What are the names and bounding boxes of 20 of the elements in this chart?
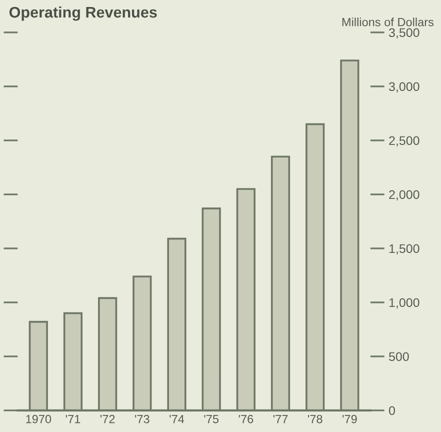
x-tick-label: '74	[170, 415, 184, 424]
y-tick-label: 1,500	[389, 244, 420, 255]
x-tick-label: 1970	[26, 414, 52, 424]
y-tick-label: 3,500	[388, 28, 420, 39]
y-tick-label: 2,000	[389, 190, 420, 201]
x-tick-label: '77	[273, 415, 288, 424]
x-tick-label: '78	[308, 414, 322, 424]
y-axis-title: Millions of Dollars	[342, 18, 434, 26]
x-tick-label: '71	[66, 415, 80, 424]
x-tick-label: '76	[238, 414, 254, 424]
y-tick-label: 1,000	[389, 298, 420, 309]
x-tick-label: '75	[204, 415, 219, 424]
x-tick-label: '79	[342, 414, 357, 424]
y-tick-label: 3,000	[388, 82, 420, 93]
y-tick-label: 2,500	[389, 136, 420, 147]
y-tick-label: 500	[388, 352, 409, 362]
chart-title: Operating Revenues	[9, 6, 157, 21]
y-tick-label: 0	[388, 406, 395, 416]
x-tick-label: '72	[100, 414, 115, 424]
x-tick-label: '73	[135, 414, 150, 424]
